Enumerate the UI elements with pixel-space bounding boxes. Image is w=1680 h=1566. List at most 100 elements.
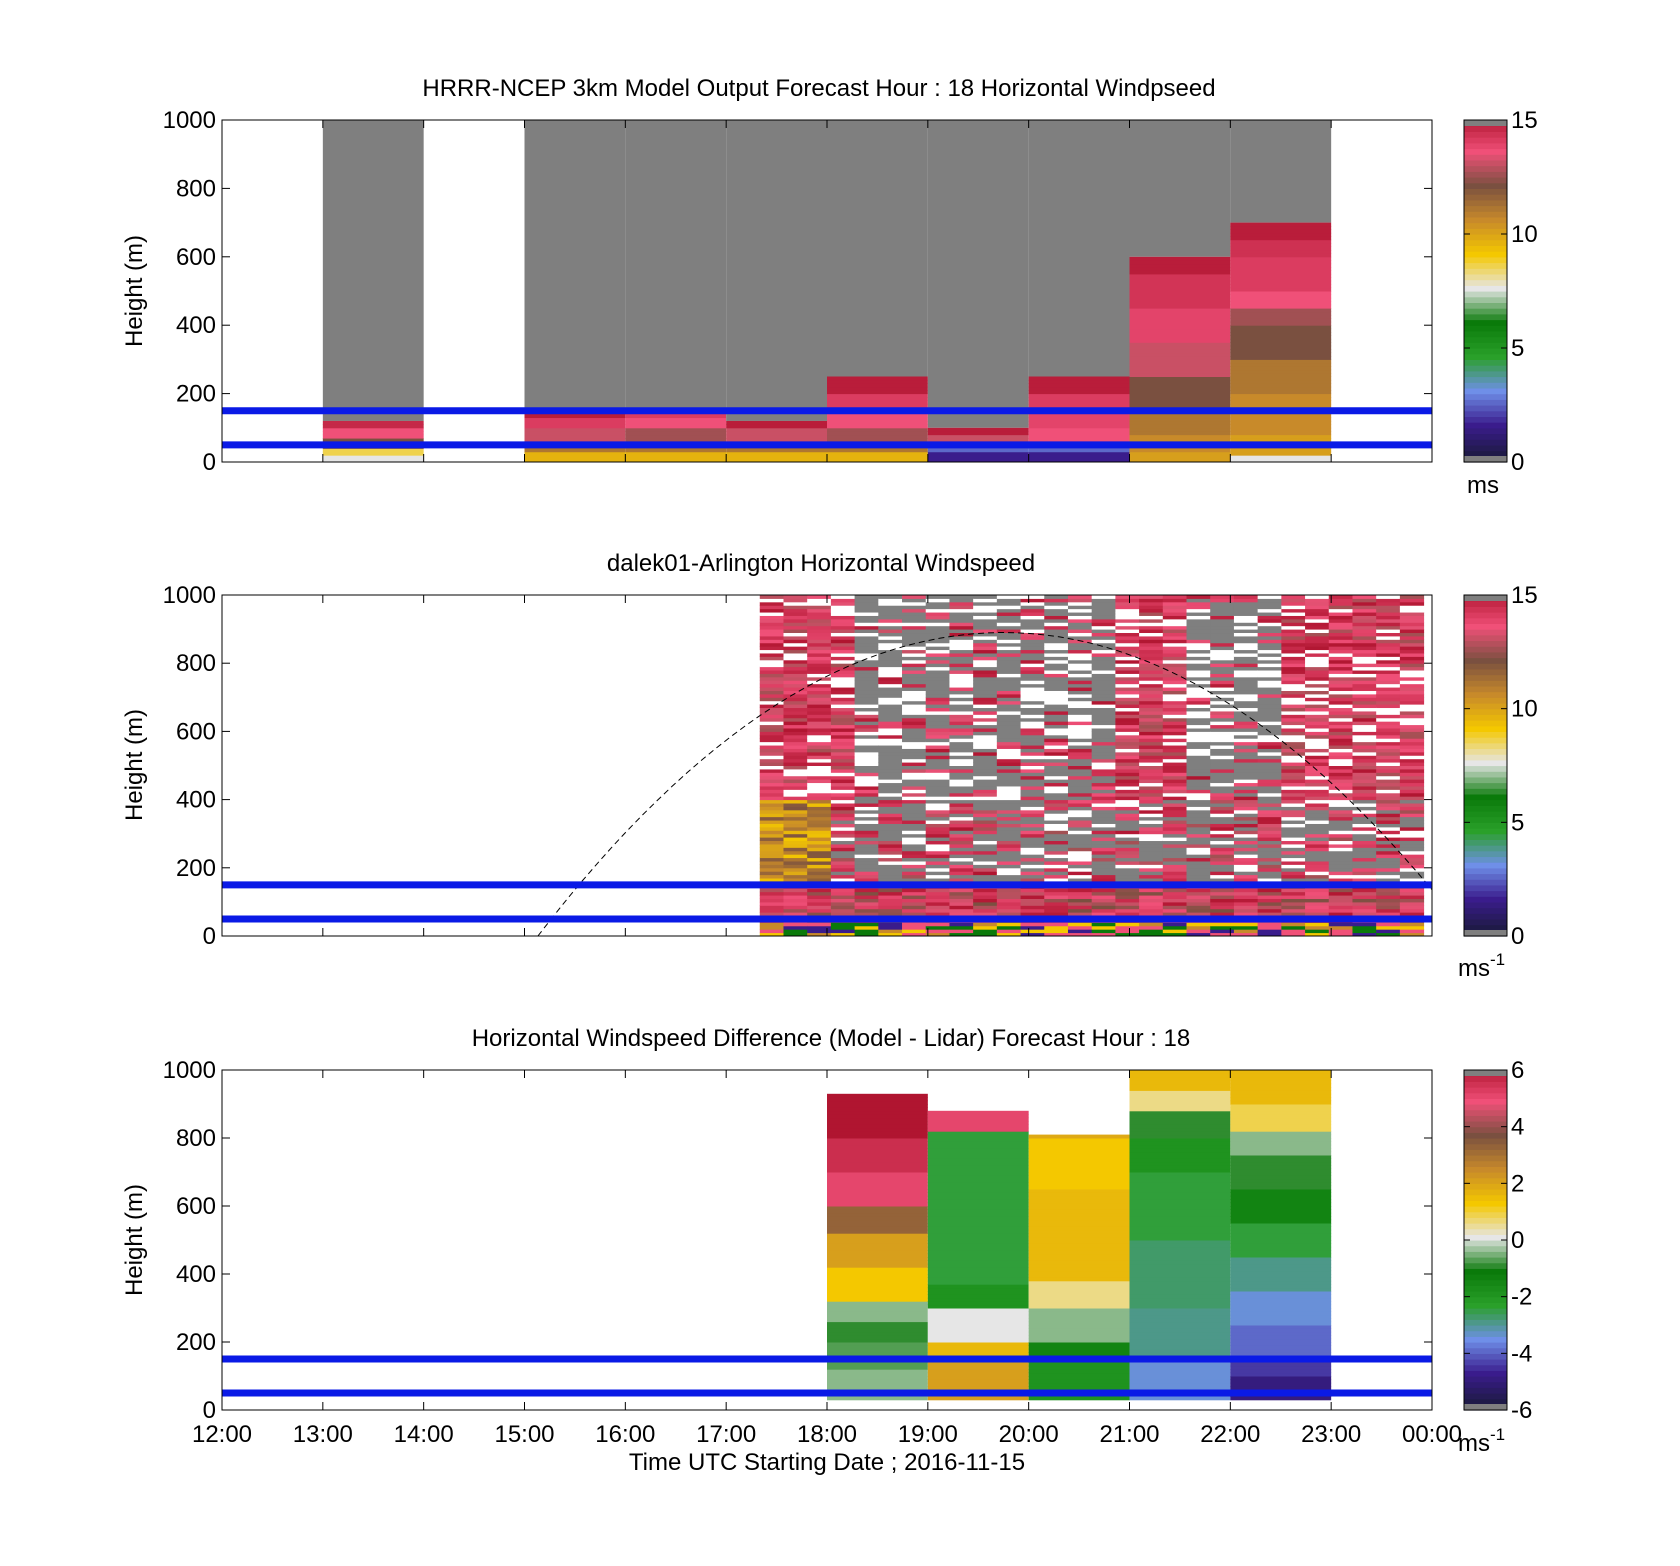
difference-cell	[827, 1097, 928, 1102]
colorbar-segment	[1464, 1149, 1507, 1156]
difference-cell	[827, 1246, 928, 1251]
lidar-cell	[1020, 843, 1045, 848]
lidar-cell	[1044, 717, 1069, 722]
lidar-cell	[1328, 864, 1353, 869]
lidar-cell	[1328, 734, 1353, 739]
lidar-cell	[783, 697, 808, 702]
difference-cell	[1028, 1199, 1130, 1204]
lidar-cell	[1091, 809, 1116, 814]
lidar-cell	[783, 724, 808, 729]
difference-cell	[827, 1100, 928, 1105]
lidar-cell	[1257, 663, 1282, 668]
lidar-cell	[1376, 888, 1401, 893]
panel-lidar-title: dalek01-Arlington Horizontal Windspeed	[607, 550, 1035, 577]
difference-cell	[1129, 1195, 1231, 1200]
colorbar-segment	[1464, 873, 1507, 880]
model-cell	[827, 434, 928, 439]
model-cell	[1230, 267, 1332, 271]
difference-cell	[1129, 1097, 1231, 1102]
model-cell	[927, 434, 1029, 439]
colorbar-segment	[1464, 1257, 1507, 1264]
lidar-cell	[1328, 646, 1353, 651]
lidar-cell	[1044, 843, 1069, 848]
lidar-cell	[973, 700, 998, 705]
lidar-cell	[902, 666, 927, 671]
lidar-cell	[807, 731, 832, 736]
lidar-cell	[1162, 847, 1188, 852]
lidar-cell	[1376, 932, 1401, 937]
lidar-cell	[1091, 612, 1116, 616]
lidar-cell	[1020, 748, 1045, 753]
lidar-cell	[1115, 782, 1140, 787]
lidar-cell	[996, 724, 1022, 729]
lidar-cell	[1020, 595, 1045, 599]
lidar-cell	[1020, 642, 1045, 647]
lidar-cell	[973, 854, 998, 859]
lidar-cell	[1044, 656, 1069, 661]
lidar-cell	[1186, 676, 1211, 681]
lidar-cell	[902, 823, 927, 828]
lidar-cell	[1399, 854, 1425, 859]
lidar-cell	[1067, 850, 1093, 855]
lidar-cell	[1020, 700, 1045, 705]
difference-cell	[927, 1331, 1029, 1336]
lidar-cell	[1352, 724, 1377, 729]
lidar-cell	[902, 912, 927, 917]
lidar-cell	[1091, 629, 1116, 634]
lidar-cell	[1399, 666, 1425, 671]
lidar-cell	[1328, 854, 1353, 859]
lidar-cell	[996, 789, 1022, 794]
lidar-cell	[1399, 745, 1425, 749]
lidar-cell	[996, 663, 1022, 668]
lidar-cell	[1186, 847, 1211, 852]
lidar-cell	[878, 751, 903, 756]
difference-cell	[1028, 1236, 1130, 1241]
difference-cell	[1028, 1144, 1130, 1149]
lidar-cell	[1305, 670, 1330, 674]
model-cell	[1129, 352, 1231, 357]
lidar-cell	[1305, 922, 1330, 927]
lidar-cell	[1067, 646, 1093, 651]
lidar-cell	[1233, 796, 1259, 801]
lidar-cell	[1091, 891, 1116, 896]
colorbar-segment	[1464, 182, 1507, 189]
difference-cell	[1129, 1236, 1231, 1241]
lidar-cell	[1091, 837, 1116, 842]
lidar-cell	[1352, 768, 1377, 773]
lidar-cell	[1328, 878, 1353, 882]
panel-difference: Horizontal Windspeed Difference (Model -…	[121, 1025, 1532, 1476]
difference-cell	[827, 1297, 928, 1302]
lidar-cell	[1233, 843, 1259, 848]
difference-cell	[1028, 1376, 1130, 1380]
lidar-cell	[949, 659, 974, 664]
model-cell	[1230, 390, 1332, 395]
model-cell	[625, 414, 727, 419]
lidar-cell	[1281, 765, 1306, 770]
model-cell	[1230, 369, 1332, 374]
lidar-cell	[807, 837, 832, 842]
lidar-cell	[1305, 809, 1330, 814]
difference-cell	[1028, 1250, 1130, 1255]
lidar-cell	[1044, 833, 1069, 838]
lidar-cell	[807, 598, 832, 603]
lidar-cell	[949, 700, 974, 705]
lidar-cell	[973, 704, 998, 709]
lidar-cell	[878, 710, 903, 715]
lidar-cell	[878, 823, 903, 828]
lidar-cell	[1233, 632, 1259, 637]
lidar-cell	[783, 690, 808, 695]
lidar-cell	[1067, 758, 1093, 763]
lidar-cell	[1210, 642, 1235, 647]
colorbar-segment	[1464, 1279, 1507, 1286]
lidar-cell	[1162, 649, 1188, 654]
lidar-cell	[1186, 837, 1211, 842]
lidar-cell	[925, 622, 950, 627]
lidar-cell	[902, 813, 927, 818]
lidar-cell	[1376, 809, 1401, 814]
lidar-cell	[1044, 789, 1069, 794]
lidar-cell	[1139, 922, 1164, 927]
lidar-cell	[807, 673, 832, 678]
lidar-cell	[1091, 840, 1116, 845]
lidar-cell	[759, 898, 784, 903]
lidar-cell	[807, 612, 832, 616]
